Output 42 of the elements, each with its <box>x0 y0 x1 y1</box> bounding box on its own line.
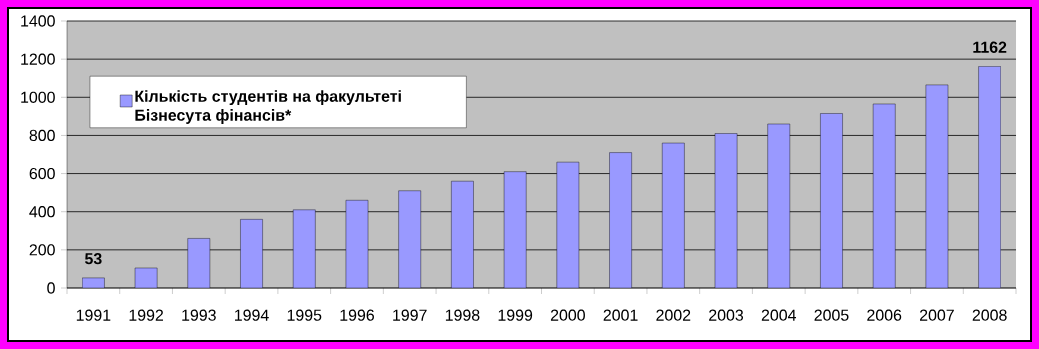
bar <box>240 219 263 288</box>
x-tick-label: 1994 <box>235 309 269 321</box>
data-label: 1162 <box>973 41 1007 53</box>
y-tick-label: 1400 <box>21 15 55 27</box>
bar <box>187 238 210 288</box>
x-tick-label: 2003 <box>709 309 744 321</box>
x-tick-label: 1992 <box>129 309 164 321</box>
bar <box>556 162 579 288</box>
x-tick-label: 2004 <box>761 309 797 321</box>
bar <box>504 171 527 288</box>
x-tick-label: 1999 <box>498 309 533 321</box>
bar <box>398 190 421 288</box>
y-tick-label: 1200 <box>21 53 55 65</box>
x-tick-label: 2005 <box>814 309 849 321</box>
x-tick-label: 1993 <box>182 309 216 321</box>
bar <box>767 123 790 288</box>
x-tick-label: 1991 <box>76 309 111 321</box>
data-label: 53 <box>84 253 102 265</box>
bar <box>662 143 685 288</box>
bar <box>978 66 1001 288</box>
x-tick-label: 1998 <box>445 309 480 321</box>
y-tick-label: 200 <box>29 244 55 256</box>
bar <box>451 181 474 288</box>
x-tick-label: 1996 <box>340 309 374 321</box>
x-tick-label: 2000 <box>550 309 585 321</box>
y-tick-label: 400 <box>29 206 55 218</box>
x-tick-label: 2006 <box>867 309 902 321</box>
bar <box>820 113 843 288</box>
y-tick-label: 600 <box>29 167 55 180</box>
x-tick-label: 2008 <box>972 309 1007 321</box>
y-tick-label: 0 <box>47 282 55 294</box>
bar <box>873 103 896 288</box>
bar <box>293 209 316 288</box>
x-tick-label: 2001 <box>603 309 638 321</box>
y-tick-label: 800 <box>29 129 55 142</box>
y-tick-label: 1000 <box>21 91 55 103</box>
legend-label: Кількість студентів на факультеті Бізнесута фінансів* <box>135 90 401 124</box>
x-tick-label: 1995 <box>287 309 322 321</box>
x-tick-label: 1997 <box>393 309 427 321</box>
x-tick-label: 2002 <box>656 309 691 321</box>
bar <box>609 152 632 288</box>
x-tick-label: 2007 <box>920 309 954 321</box>
